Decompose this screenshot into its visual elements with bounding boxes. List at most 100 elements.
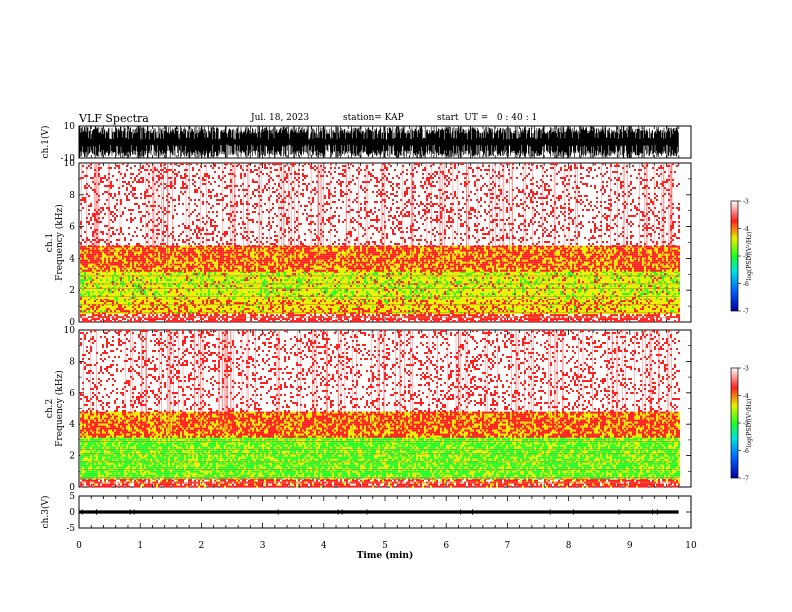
ch1-spectrogram-cell <box>604 302 606 304</box>
ch1-spectrogram-cell <box>394 306 396 308</box>
ch1-spectrogram-cell <box>82 310 84 312</box>
ch1-spectrogram-cell <box>168 318 170 320</box>
ch1-spectrogram-cell <box>264 279 266 281</box>
ch1-spectrogram-cell <box>402 306 404 308</box>
ch1-spectrogram-cell <box>344 308 346 310</box>
ch1-spectrogram-cell <box>316 277 318 279</box>
ch1-spectrogram-cell <box>286 314 288 316</box>
ch1-spectrogram-cell <box>584 302 586 304</box>
ch1-spectrogram-cell <box>110 277 112 279</box>
ch1-spectrogram-cell <box>180 273 182 275</box>
ch1-spectrogram-cell <box>570 318 572 320</box>
ch1-spectrogram-cell <box>124 318 126 320</box>
ch1-spectrogram-cell <box>226 306 228 308</box>
ch1-spectrogram-cell <box>392 306 394 308</box>
ch1-spectrogram-cell <box>458 273 460 275</box>
ch1-spectrogram-cell <box>588 279 590 281</box>
ch1-spectrogram-cell <box>482 310 484 312</box>
ch1-spectrogram-cell <box>470 279 472 281</box>
ch1-spectrogram-cell <box>528 277 530 279</box>
ch1-spectrogram-cell <box>92 306 94 308</box>
ch1-spectrogram-cell <box>392 308 394 310</box>
ch1-spectrogram-cell <box>286 279 288 281</box>
ch1-spectrogram-cell <box>542 279 544 281</box>
ch1-spectrogram-cell <box>530 302 532 304</box>
ch1-spectrogram-cell <box>248 308 250 310</box>
ch1-spectrogram-cell <box>494 300 496 302</box>
ch1-spectrogram-cell <box>216 300 218 302</box>
ch1-spectrogram-cell <box>226 308 228 310</box>
ch1-spectrogram-cell <box>352 277 354 279</box>
ch1-spectrogram-cell <box>548 273 550 275</box>
ch1-spectrogram-cell <box>168 310 170 312</box>
ch1-spectrogram-cell <box>442 310 444 312</box>
ch1-spectrogram-cell <box>302 279 304 281</box>
ch1-spectrogram-cell <box>130 320 132 322</box>
ch1-spectrogram-cell <box>438 279 440 281</box>
ch1-spectrogram-cell <box>606 310 608 312</box>
ch1-spectrogram-cell <box>92 273 94 275</box>
ch1-spectrogram-cell <box>572 279 574 281</box>
ch1-spectrogram-cell <box>88 302 90 304</box>
ch1-spectrogram-cell <box>508 302 510 304</box>
ch1-spectrogram-cell <box>476 300 478 302</box>
ch1-spectrogram-cell <box>300 310 302 312</box>
ch1-spectrogram-cell <box>550 306 552 308</box>
ch1-spectrogram-cell <box>194 300 196 302</box>
ch1-spectrogram-cell <box>414 300 416 302</box>
ch1-spectrogram-cell <box>118 300 120 302</box>
ch1-spectrogram-cell <box>282 300 284 302</box>
ch1-spectrogram-cell <box>312 300 314 302</box>
ch1-spectrogram-cell <box>414 308 416 310</box>
ch1-spectrogram-cell <box>98 310 100 312</box>
ch1-spectrogram-cell <box>156 318 158 320</box>
ch1-spectrogram-cell <box>332 300 334 302</box>
ch1-spectrogram-cell <box>364 318 366 320</box>
ch1-spectrogram-cell <box>82 306 84 308</box>
ch1-spectrogram-cell <box>196 277 198 279</box>
ch1-spectrogram-cell <box>328 310 330 312</box>
ch1-spectrogram-cell <box>486 320 488 322</box>
ch1-spectrogram-cell <box>178 310 180 312</box>
ch1-spectrogram-cell <box>668 277 670 279</box>
ch1-spectrogram-cell <box>406 302 408 304</box>
ch1-spectrogram-cell <box>288 277 290 279</box>
ch1-spectrogram-cell <box>448 314 450 316</box>
ch1-spectrogram-cell <box>282 318 284 320</box>
ch1-spectrogram-cell <box>364 306 366 308</box>
ch1-spectrogram-cell <box>296 310 298 312</box>
ch1-spectrogram-cell <box>182 308 184 310</box>
ch1-spectrogram-cell <box>298 308 300 310</box>
ch1-spectrogram-cell <box>472 273 474 275</box>
ch1-spectrogram-cell <box>122 310 124 312</box>
ch1-spectrogram-cell <box>306 310 308 312</box>
ch1-spectrogram-cell <box>640 279 642 281</box>
ch1-spectrogram-cell <box>80 273 82 275</box>
ch1-spectrogram-cell <box>326 273 328 275</box>
ch1-spectrogram-cell <box>610 318 612 320</box>
ch1-spectrogram-cell <box>282 310 284 312</box>
ch1-spectrogram-cell <box>592 302 594 304</box>
ch1-spectrogram-cell <box>96 310 98 312</box>
ch1-spectrogram-cell <box>526 314 528 316</box>
ch1-spectrogram-cell <box>172 318 174 320</box>
ch1-spectrogram-cell <box>238 310 240 312</box>
ch1-spectrogram-cell <box>674 279 676 281</box>
ch1-spectrogram-cell <box>98 273 100 275</box>
ch1-spectrogram-cell <box>94 302 96 304</box>
ch1-spectrogram-cell <box>530 310 532 312</box>
ch1-spectrogram-cell <box>242 300 244 302</box>
ch1-spectrogram-cell <box>448 279 450 281</box>
ch1-spectrogram-cell <box>204 310 206 312</box>
ch1-spectrogram-cell <box>146 281 148 283</box>
ch1-spectrogram-cell <box>356 300 358 302</box>
ch1-spectrogram-cell <box>616 318 618 320</box>
ch1-spectrogram-cell <box>250 308 252 310</box>
ch1-spectrogram-cell <box>316 302 318 304</box>
ch1-spectrogram-cell <box>274 306 276 308</box>
ch1-spectrogram-cell <box>346 273 348 275</box>
ch1-spectrogram-cell <box>96 302 98 304</box>
ch1-spectrogram-cell <box>148 320 150 322</box>
ch1-spectrogram-cell <box>174 310 176 312</box>
ch1-spectrogram-cell <box>452 302 454 304</box>
